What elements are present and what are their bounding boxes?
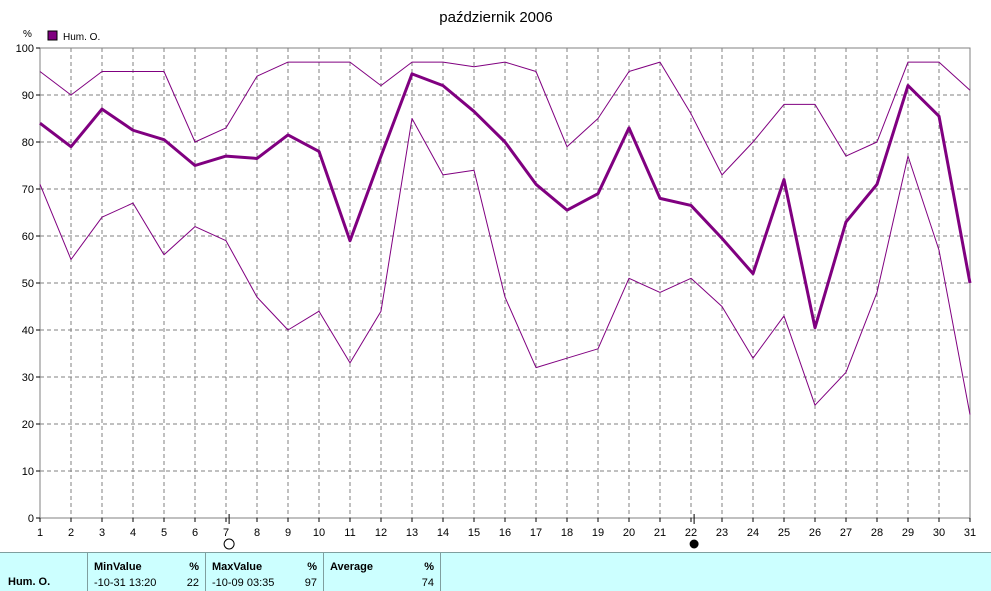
full-moon-icon (223, 538, 235, 550)
y-tick-label: 80 (22, 137, 34, 149)
x-tick-label: 14 (437, 527, 449, 539)
y-tick-label: 70 (22, 184, 34, 196)
min-value: 22 (186, 577, 199, 589)
x-tick-label: 4 (130, 527, 136, 539)
x-tick-label: 9 (285, 527, 291, 539)
y-tick-label: 30 (22, 372, 34, 384)
x-tick-label: 12 (375, 527, 387, 539)
x-tick-label: 31 (964, 527, 976, 539)
min-time: -10-31 13:20 (94, 577, 157, 589)
x-tick-label: 21 (654, 527, 666, 539)
x-tick-label: 1 (37, 527, 43, 539)
x-tick-label: 10 (313, 527, 325, 539)
stats-max-cell: MaxValue % -10-09 03:35 97 (206, 553, 324, 591)
y-axis-unit: % (23, 29, 32, 40)
x-tick-label: 18 (561, 527, 573, 539)
x-tick-label: 24 (747, 527, 759, 539)
avg-unit: % (424, 561, 434, 573)
x-tick-label: 6 (192, 527, 198, 539)
x-tick-label: 20 (623, 527, 635, 539)
x-tick-label: 3 (99, 527, 105, 539)
x-tick-label: 17 (530, 527, 542, 539)
series-line-max (39, 61, 971, 176)
stats-avg-cell: Average % 74 (324, 553, 441, 591)
new-moon-icon (689, 539, 699, 549)
y-tick-label: 10 (22, 466, 34, 478)
humidity-chart: październik 2006 Hum. O. % 0102030405060… (16, 9, 976, 550)
x-tick-label: 26 (809, 527, 821, 539)
moon-phase-markers (223, 514, 699, 550)
x-tick-label: 13 (406, 527, 418, 539)
avg-header: Average (330, 561, 374, 573)
y-tick-labels: 0 10 20 30 40 50 60 70 80 90 100 (16, 43, 40, 525)
stats-min-cell: MinValue % -10-31 13:20 22 (88, 553, 206, 591)
y-tick-label: 90 (22, 90, 34, 102)
series-line-min (39, 118, 971, 415)
x-tick-label: 15 (468, 527, 480, 539)
x-tick-label: 7 (223, 527, 229, 539)
x-tick-label: 28 (871, 527, 883, 539)
x-tick-label: 30 (933, 527, 945, 539)
x-tick-label: 22 (685, 527, 697, 539)
x-tick-label: 23 (716, 527, 728, 539)
x-tick-label: 29 (902, 527, 914, 539)
x-tick-label: 5 (161, 527, 167, 539)
x-tick-label: 27 (840, 527, 852, 539)
x-tick-label: 8 (254, 527, 260, 539)
x-tick-labels: 1 2 3 4 5 6 7 8 9 10 11 12 13 14 15 16 17 18 19 20 21 22 23 24 2… (37, 518, 976, 539)
min-unit: % (189, 561, 199, 573)
y-tick-label: 100 (16, 43, 34, 55)
x-tick-label: 2 (68, 527, 74, 539)
series-lines (39, 61, 972, 415)
y-tick-label: 40 (22, 325, 34, 337)
max-time: -10-09 03:35 (212, 577, 275, 589)
stats-empty-cell (441, 553, 991, 591)
y-tick-label: 50 (22, 278, 34, 290)
series-line-average (39, 72, 972, 330)
x-tick-label: 11 (344, 527, 355, 539)
x-tick-label: 19 (592, 527, 604, 539)
stats-series-cell: Hum. O. (0, 553, 88, 591)
max-value: 97 (304, 577, 317, 589)
stats-series-label: Hum. O. (8, 576, 51, 588)
chart-title: październik 2006 (439, 9, 552, 26)
y-tick-label: 60 (22, 231, 34, 243)
x-tick-label: 16 (499, 527, 511, 539)
x-tick-label: 25 (778, 527, 790, 539)
max-header: MaxValue (212, 561, 263, 573)
y-tick-label: 20 (22, 419, 34, 431)
avg-value: 74 (421, 577, 434, 589)
y-tick-label: 0 (28, 513, 34, 525)
max-unit: % (307, 561, 317, 573)
grid-lines (40, 48, 970, 518)
legend-label: Hum. O. (63, 32, 100, 43)
min-header: MinValue (94, 561, 142, 573)
legend-swatch (47, 30, 58, 41)
stats-panel: Hum. O. MinValue % -10-31 13:20 22 MaxVa… (0, 552, 991, 591)
